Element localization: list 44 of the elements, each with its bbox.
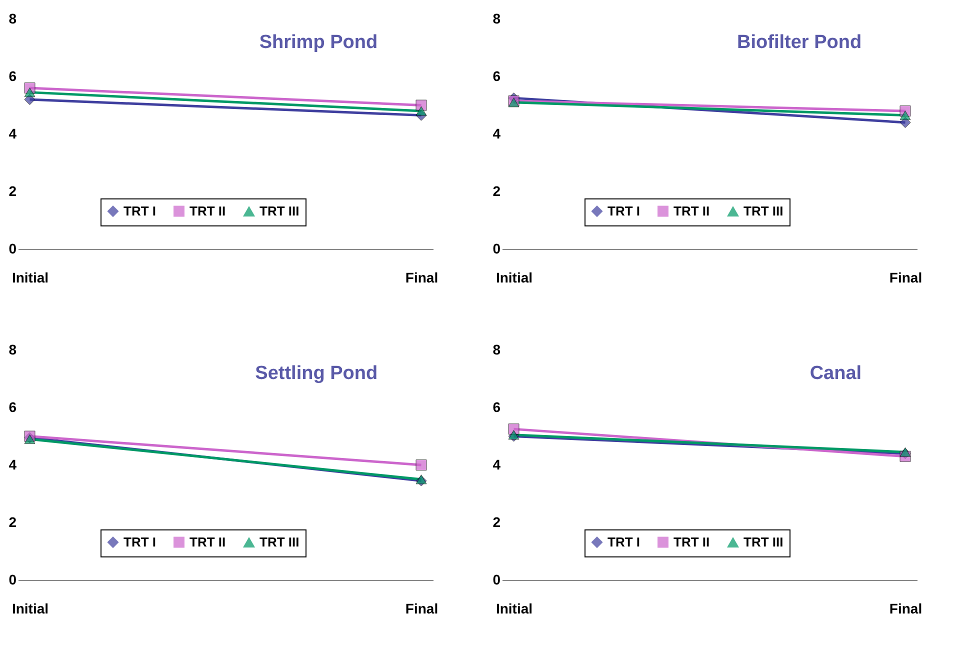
x-tick-label: Final: [889, 600, 922, 616]
y-tick-label: 0: [492, 572, 501, 588]
legend-label: TRT II: [190, 203, 226, 218]
y-tick-label: 6: [8, 68, 17, 84]
legend-label: TRT I: [608, 203, 640, 218]
x-tick-label: Final: [405, 600, 438, 616]
legend-label: TRT II: [674, 534, 710, 550]
text: Settling Pond: [255, 363, 378, 384]
y-tick-label: 0: [8, 572, 17, 588]
legend-label: TRT II: [190, 534, 226, 550]
x-tick-label: Final: [405, 270, 438, 286]
text: Biofilter Pond: [737, 32, 862, 53]
y-tick-label: 8: [8, 10, 17, 26]
x-tick-label: Initial: [12, 600, 49, 616]
y-tick-label: 2: [492, 514, 501, 530]
y-tick-label: 2: [8, 183, 17, 199]
y-tick-label: 4: [492, 126, 501, 142]
legend-label: TRT I: [608, 534, 640, 550]
y-tick-label: 0: [8, 240, 17, 256]
legend-label: TRT III: [260, 204, 300, 219]
y-tick-label: 4: [8, 456, 17, 472]
text: Canal: [810, 363, 862, 384]
y-tick-label: 6: [8, 399, 17, 415]
x-tick-label: Initial: [12, 270, 49, 286]
y-tick-label: 4: [492, 456, 501, 472]
legend-label: TRT II: [674, 203, 710, 218]
legend-label: TRT I: [124, 534, 156, 550]
y-tick-label: 2: [492, 183, 501, 199]
x-tick-label: Final: [889, 270, 922, 286]
y-tick-label: 6: [492, 68, 501, 84]
x-tick-label: Initial: [496, 600, 533, 616]
legend-label: TRT I: [124, 203, 156, 218]
legend-label: TRT III: [744, 204, 784, 219]
y-tick-label: 2: [8, 514, 17, 530]
text: Shrimp Pond: [259, 32, 378, 53]
y-tick-label: 4: [8, 126, 17, 142]
y-tick-label: 8: [492, 342, 501, 358]
x-tick-label: Initial: [496, 270, 533, 286]
y-tick-label: 0: [492, 240, 501, 256]
y-tick-label: 8: [492, 10, 501, 26]
y-tick-label: 6: [492, 399, 501, 415]
legend-label: TRT III: [260, 534, 300, 550]
legend-label: TRT III: [744, 534, 784, 550]
y-tick-label: 8: [8, 342, 17, 358]
